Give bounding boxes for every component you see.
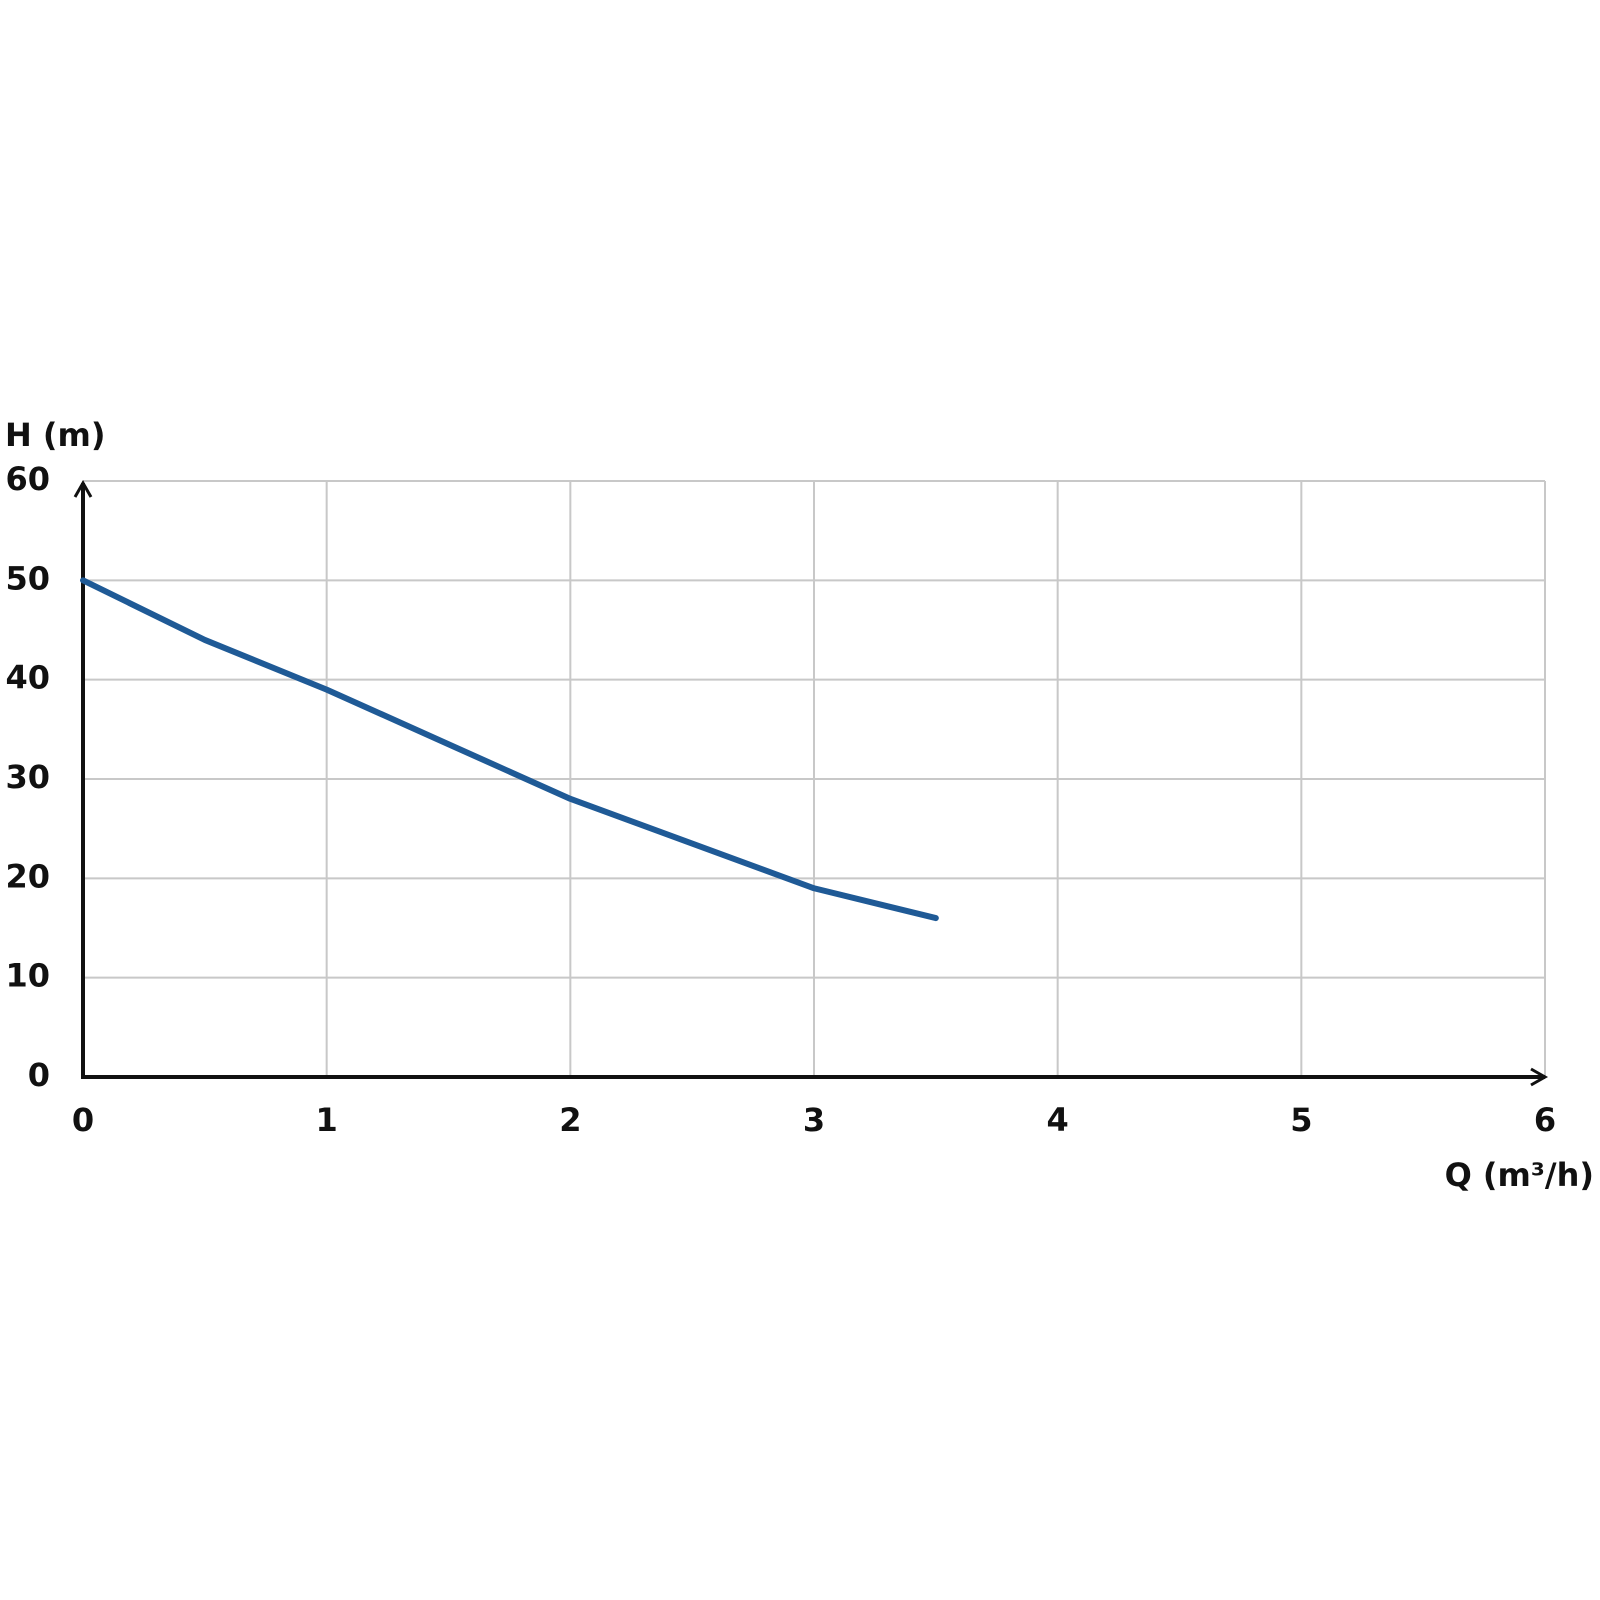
x-tick-label: 2 xyxy=(559,1101,581,1139)
y-tick-label: 20 xyxy=(5,857,50,895)
x-tick-label: 1 xyxy=(316,1101,338,1139)
x-tick-label: 5 xyxy=(1290,1101,1312,1139)
x-tick-label: 6 xyxy=(1534,1101,1556,1139)
x-axis-label: Q (m³/h) xyxy=(1445,1156,1594,1194)
y-axis-label: H (m) xyxy=(5,416,106,454)
x-tick-label: 3 xyxy=(803,1101,825,1139)
y-tick-label: 30 xyxy=(5,758,50,796)
y-tick-label: 0 xyxy=(28,1056,50,1094)
x-tick-label: 4 xyxy=(1047,1101,1069,1139)
y-tick-label: 10 xyxy=(5,957,50,995)
y-tick-label: 60 xyxy=(5,460,50,498)
y-tick-label: 40 xyxy=(5,659,50,697)
x-tick-label: 0 xyxy=(72,1101,94,1139)
y-tick-label: 50 xyxy=(5,559,50,597)
curve xyxy=(80,577,939,922)
